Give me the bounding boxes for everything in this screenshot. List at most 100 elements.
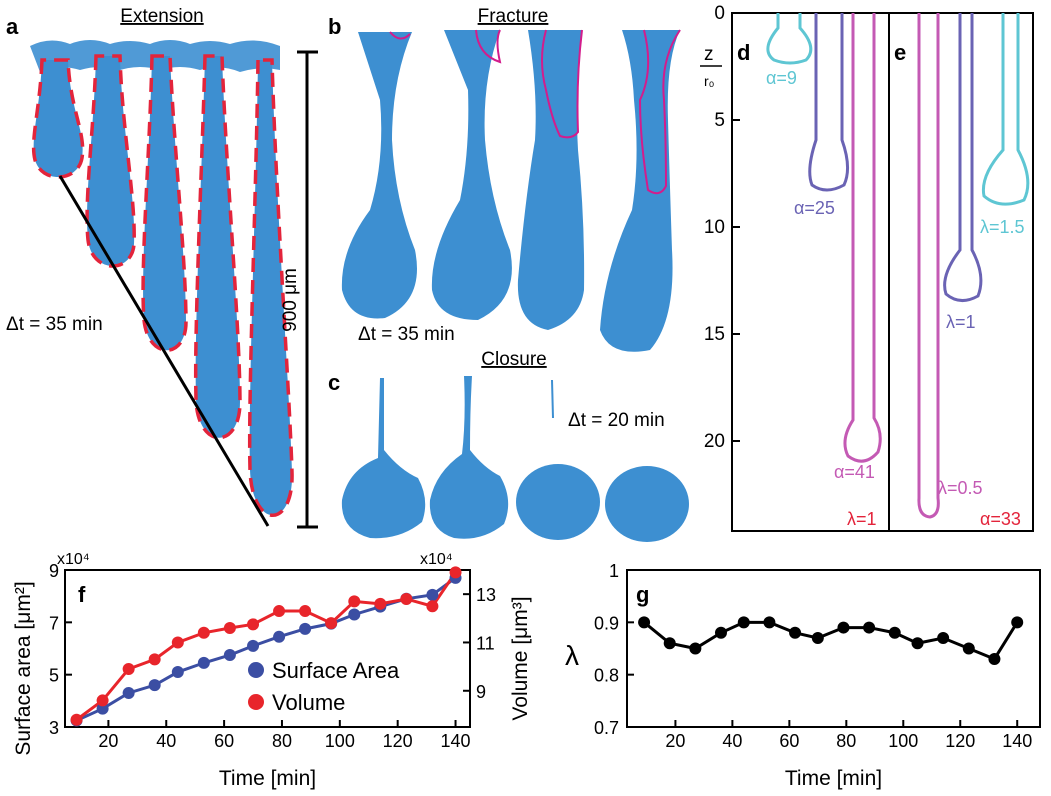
ytick-label: 10 bbox=[704, 217, 725, 238]
legend-label-volume: Volume bbox=[272, 690, 345, 715]
panel-c-dt: Δt = 20 min bbox=[568, 410, 665, 431]
plot-frame bbox=[626, 569, 1041, 728]
data-point-surface-area bbox=[247, 639, 260, 652]
label-lambda-1b: λ=1 bbox=[946, 312, 976, 332]
fracture-drop-1 bbox=[341, 32, 417, 319]
label-alpha-25: α=25 bbox=[794, 198, 835, 218]
panel-letter-g: g bbox=[636, 582, 649, 607]
y-right-axis-label: Volume [μm³] bbox=[509, 596, 532, 720]
legend-marker-surface-area bbox=[248, 662, 264, 678]
legend-label-surface-area: Surface Area bbox=[272, 658, 400, 683]
data-point-surface-area bbox=[96, 702, 109, 715]
data-point-surface-area bbox=[223, 649, 236, 662]
panel-letter-e: e bbox=[894, 40, 906, 65]
data-point-surface-area bbox=[148, 679, 161, 692]
x-tick-label: 100 bbox=[325, 731, 355, 751]
panel-letter-d: d bbox=[737, 40, 750, 65]
data-point-surface-area bbox=[273, 630, 286, 643]
x-tick-label: 120 bbox=[383, 731, 413, 751]
shape-lambda-0-5 bbox=[917, 13, 940, 519]
series-line-lambda bbox=[643, 620, 1019, 661]
data-point-lambda bbox=[737, 616, 750, 629]
ytick-label: 0 bbox=[714, 3, 725, 24]
data-point-lambda bbox=[638, 616, 651, 629]
data-point-volume bbox=[299, 605, 312, 618]
y-tick-label: 3 bbox=[49, 718, 59, 738]
panel-c: c Closure Δt = 20 min bbox=[328, 349, 689, 542]
plot-frame bbox=[64, 569, 471, 728]
panel-b: b Fracture Δt = 35 min bbox=[328, 6, 681, 352]
panel-c-title: Closure bbox=[481, 349, 546, 370]
panel-letter-f: f bbox=[78, 582, 86, 607]
x-tick-label: 140 bbox=[1002, 731, 1032, 751]
data-point-volume bbox=[197, 626, 210, 639]
x-tick-label: 20 bbox=[665, 731, 685, 751]
data-point-volume bbox=[148, 653, 161, 666]
x-tick-label: 60 bbox=[779, 731, 799, 751]
x-tick-label: 80 bbox=[836, 731, 856, 751]
data-point-lambda bbox=[863, 621, 876, 634]
y-tick-label: 7 bbox=[49, 613, 59, 633]
data-point-surface-area bbox=[426, 588, 439, 601]
y-tick-label: 0.7 bbox=[594, 718, 619, 738]
x-tick-label: 40 bbox=[156, 731, 176, 751]
closure-drop-2 bbox=[429, 376, 509, 539]
data-point-volume bbox=[171, 636, 184, 649]
x-tick-label: 120 bbox=[945, 731, 975, 751]
fracture-drop-4 bbox=[600, 30, 680, 352]
axis-label-r0: r₀ bbox=[704, 73, 715, 89]
x-tick-label: 80 bbox=[272, 731, 292, 751]
data-point-lambda bbox=[663, 637, 676, 650]
data-point-surface-area bbox=[348, 608, 361, 621]
y-right-tick-label: 11 bbox=[476, 633, 495, 653]
extension-drop-4 bbox=[193, 54, 242, 440]
series-line-volume bbox=[75, 571, 457, 721]
data-point-volume bbox=[400, 592, 413, 605]
closure-drop-3 bbox=[516, 464, 600, 540]
label-alpha-9: α=9 bbox=[766, 68, 797, 88]
data-point-volume bbox=[449, 566, 462, 579]
data-point-lambda bbox=[1011, 616, 1024, 629]
data-point-lambda bbox=[911, 637, 924, 650]
data-point-lambda bbox=[937, 632, 950, 645]
x-axis-label: Time [min] bbox=[785, 767, 882, 790]
y-tick-label: 0.8 bbox=[594, 666, 619, 686]
y-axis-label: λ bbox=[565, 640, 579, 671]
axis-label-z: z bbox=[704, 44, 714, 65]
data-point-surface-area bbox=[171, 666, 184, 679]
chart-g: g 20 40 60 80 100 120 140 0.7 0.8 0.9 1 Time [min] λ bbox=[565, 561, 1041, 790]
x-tick-label: 100 bbox=[888, 731, 918, 751]
x-tick-label: 40 bbox=[722, 731, 742, 751]
panel-a-title: Extension bbox=[120, 6, 203, 27]
panel-a-dt: Δt = 35 min bbox=[6, 314, 103, 335]
data-point-surface-area bbox=[299, 622, 312, 635]
panel-d-frame bbox=[731, 12, 890, 532]
data-point-lambda bbox=[763, 616, 776, 629]
fracture-drop-2 bbox=[431, 30, 512, 320]
panel-b-title: Fracture bbox=[478, 6, 549, 27]
label-alpha-41: α=41 bbox=[834, 462, 875, 482]
data-point-volume bbox=[374, 597, 387, 610]
data-point-lambda bbox=[837, 621, 850, 634]
ytick-label: 5 bbox=[714, 110, 725, 131]
y-right-tick-label: 9 bbox=[476, 682, 486, 702]
panel-b-dt: Δt = 35 min bbox=[358, 324, 455, 345]
panel-d-yticks: 0 5 10 15 20 bbox=[704, 3, 725, 452]
data-point-volume bbox=[273, 605, 286, 618]
label-lambda-1: λ=1 bbox=[847, 509, 877, 529]
data-point-volume bbox=[122, 663, 135, 676]
extension-drop-5 bbox=[247, 58, 294, 517]
x-tick-label: 60 bbox=[214, 731, 234, 751]
trend-line bbox=[58, 175, 270, 527]
data-point-volume bbox=[325, 617, 338, 630]
x-tick-label: 20 bbox=[98, 731, 118, 751]
scale-bar-label: 900 μm bbox=[280, 268, 301, 332]
data-point-lambda bbox=[811, 632, 824, 645]
y-right-tick-label: 13 bbox=[476, 585, 496, 605]
ytick-label: 20 bbox=[704, 431, 725, 452]
data-point-surface-area bbox=[122, 686, 135, 699]
closure-drop-4 bbox=[605, 466, 689, 542]
data-point-lambda bbox=[888, 626, 901, 639]
data-point-lambda bbox=[714, 626, 727, 639]
y-tick-label: 0.9 bbox=[594, 613, 619, 633]
